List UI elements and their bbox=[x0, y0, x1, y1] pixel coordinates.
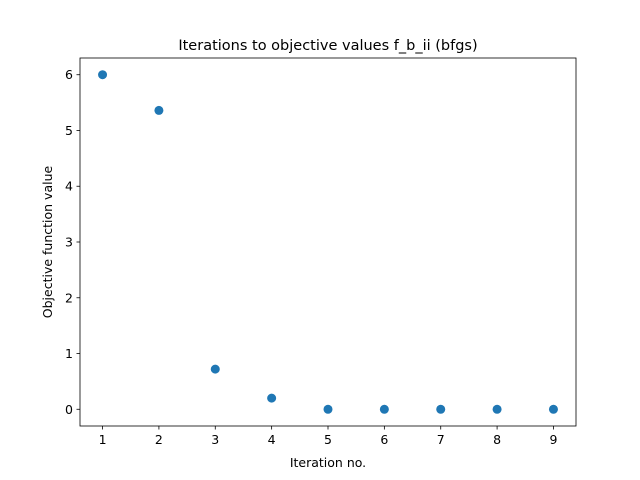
x-tick-label: 8 bbox=[493, 432, 501, 447]
x-tick-label: 6 bbox=[380, 432, 388, 447]
x-tick-label: 5 bbox=[324, 432, 332, 447]
plot-frame bbox=[79, 57, 577, 427]
y-tick-label: 5 bbox=[65, 123, 73, 138]
data-point bbox=[154, 105, 164, 115]
data-point bbox=[210, 364, 220, 374]
data-point bbox=[436, 404, 446, 414]
x-axis-ticks: 1 2 3 4 5 6 7 8 9 bbox=[99, 426, 557, 447]
data-point bbox=[492, 404, 502, 414]
data-points bbox=[98, 70, 558, 414]
data-point bbox=[323, 404, 333, 414]
y-tick-label: 6 bbox=[65, 67, 73, 82]
y-tick-label: 4 bbox=[65, 179, 73, 194]
x-tick-label: 9 bbox=[549, 432, 557, 447]
x-tick-label: 7 bbox=[437, 432, 445, 447]
chart-title: Iterations to objective values f_b_ii (b… bbox=[178, 38, 477, 54]
data-point bbox=[98, 70, 108, 80]
x-tick-label: 2 bbox=[155, 432, 163, 447]
data-point bbox=[548, 404, 558, 414]
x-axis-label: Iteration no. bbox=[290, 455, 366, 470]
y-axis-ticks: 0 1 2 3 4 5 6 bbox=[65, 67, 80, 417]
x-tick-label: 4 bbox=[268, 432, 276, 447]
data-point bbox=[379, 404, 389, 414]
x-tick-label: 1 bbox=[99, 432, 107, 447]
y-tick-label: 2 bbox=[65, 290, 73, 305]
y-axis-label: Objective function value bbox=[40, 165, 55, 318]
y-tick-label: 1 bbox=[65, 346, 73, 361]
y-tick-label: 3 bbox=[65, 235, 73, 250]
x-tick-label: 3 bbox=[211, 432, 219, 447]
y-tick-label: 0 bbox=[65, 402, 73, 417]
data-point bbox=[267, 393, 277, 403]
